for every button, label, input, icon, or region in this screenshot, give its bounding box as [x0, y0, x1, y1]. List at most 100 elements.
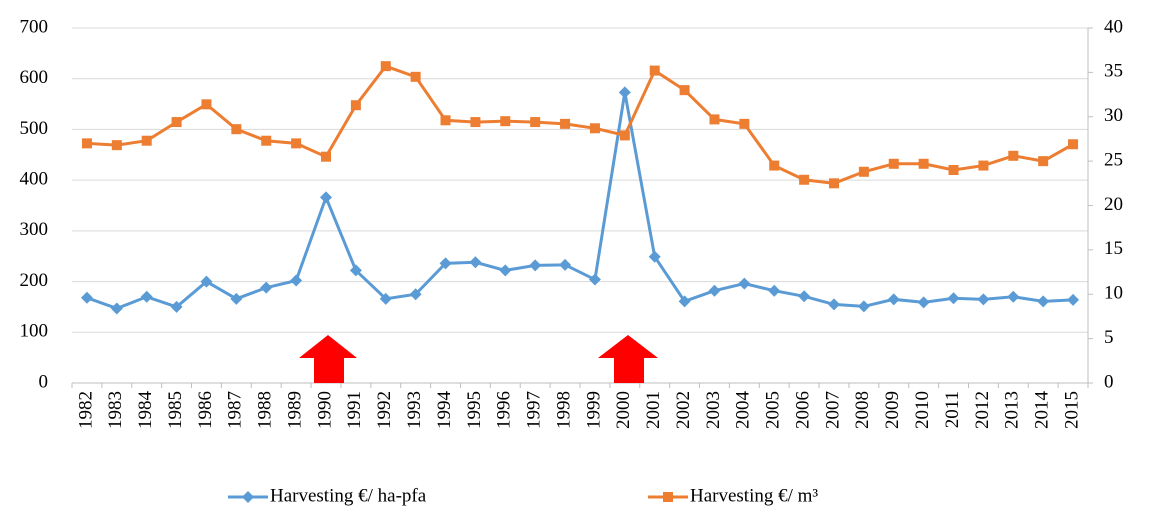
- marker: [798, 290, 811, 303]
- marker: [530, 117, 541, 128]
- marker: [589, 123, 600, 134]
- x-tick-label: 1999: [583, 391, 604, 429]
- marker: [261, 135, 272, 146]
- marker: [110, 302, 123, 315]
- x-tick-label: 1984: [135, 391, 156, 430]
- x-tick-label: 1995: [464, 391, 485, 429]
- marker: [977, 293, 990, 306]
- y2-tick-label: 40: [1104, 16, 1123, 37]
- x-tick-label: 2013: [1002, 391, 1023, 429]
- x-tick-label: 2015: [1061, 391, 1082, 429]
- marker: [291, 138, 302, 149]
- x-tick-label: 1988: [255, 391, 276, 429]
- marker: [470, 117, 481, 128]
- marker: [978, 160, 989, 171]
- marker: [709, 114, 720, 125]
- marker: [320, 191, 332, 204]
- marker: [469, 256, 482, 269]
- series-line: [86, 92, 1074, 311]
- series-line: [86, 64, 1074, 185]
- x-tick-label: 1983: [105, 391, 126, 429]
- marker: [559, 258, 572, 271]
- marker: [738, 277, 751, 290]
- marker: [888, 158, 899, 169]
- x-tick-label: 1989: [284, 391, 305, 429]
- x-tick-label: 2011: [942, 391, 963, 428]
- x-tick-label: 1982: [75, 391, 96, 429]
- x-tick-label: 2001: [643, 391, 664, 429]
- arrow-annotation: [598, 335, 658, 383]
- marker: [887, 293, 900, 306]
- y2-tick-label: 5: [1104, 327, 1114, 348]
- y2-tick-label: 20: [1104, 194, 1123, 215]
- marker: [201, 99, 212, 110]
- marker: [171, 117, 182, 128]
- marker: [440, 115, 451, 126]
- y2-tick-label: 25: [1104, 149, 1123, 170]
- marker: [1067, 293, 1080, 306]
- y2-tick-label: 35: [1104, 61, 1123, 82]
- x-tick-label: 1990: [314, 391, 335, 429]
- marker: [648, 250, 661, 263]
- x-tick-label: 1991: [344, 391, 365, 429]
- marker: [349, 264, 362, 277]
- x-tick-label: 2006: [792, 391, 813, 429]
- x-tick-label: 1993: [404, 391, 425, 429]
- x-tick-label: 2000: [613, 391, 634, 429]
- y2-tick-label: 30: [1104, 105, 1123, 126]
- marker: [111, 140, 122, 151]
- marker: [81, 138, 92, 149]
- marker: [799, 174, 810, 185]
- x-tick-label: 2005: [763, 391, 784, 429]
- marker: [439, 257, 452, 270]
- marker: [321, 151, 331, 162]
- marker: [618, 86, 631, 99]
- marker: [708, 284, 721, 297]
- marker: [828, 298, 840, 311]
- y-tick-label: 200: [20, 270, 49, 291]
- marker: [379, 292, 392, 305]
- marker: [409, 288, 422, 301]
- x-tick-label: 1996: [494, 391, 515, 429]
- x-tick-label: 2007: [822, 391, 843, 429]
- x-tick-label: 2008: [852, 391, 873, 429]
- x-tick-label: 2009: [882, 391, 903, 429]
- marker: [858, 166, 869, 177]
- marker: [290, 274, 303, 287]
- marker: [529, 259, 542, 272]
- legend-label: Harvesting €/ ha-pfa: [270, 485, 427, 506]
- y-tick-label: 400: [20, 169, 49, 190]
- x-tick-label: 1985: [165, 391, 186, 429]
- marker: [231, 124, 242, 135]
- x-tick-label: 2002: [673, 391, 694, 429]
- y-tick-label: 0: [39, 371, 49, 392]
- x-tick-label: 2003: [703, 391, 724, 429]
- marker: [768, 284, 781, 297]
- marker: [200, 275, 213, 288]
- x-tick-label: 2014: [1032, 391, 1053, 430]
- x-tick-label: 1997: [524, 391, 545, 429]
- marker: [140, 290, 153, 303]
- marker: [857, 300, 870, 313]
- y-tick-label: 600: [20, 67, 49, 88]
- marker: [619, 130, 630, 141]
- x-tick-label: 1994: [434, 391, 455, 430]
- marker: [380, 61, 391, 72]
- y-tick-label: 100: [20, 321, 49, 342]
- marker: [917, 296, 930, 309]
- marker: [678, 295, 691, 308]
- marker: [260, 281, 273, 294]
- marker: [649, 65, 660, 76]
- y2-tick-label: 0: [1104, 371, 1114, 392]
- marker: [588, 273, 601, 286]
- legend-marker: [663, 492, 673, 502]
- marker: [499, 264, 512, 277]
- marker: [170, 300, 183, 313]
- marker: [80, 291, 93, 304]
- x-tick-label: 2012: [972, 391, 993, 429]
- x-tick-label: 1986: [195, 391, 216, 429]
- marker: [1068, 139, 1079, 150]
- x-tick-label: 2010: [912, 391, 933, 429]
- legend-marker: [242, 491, 254, 503]
- y-tick-label: 700: [20, 16, 49, 37]
